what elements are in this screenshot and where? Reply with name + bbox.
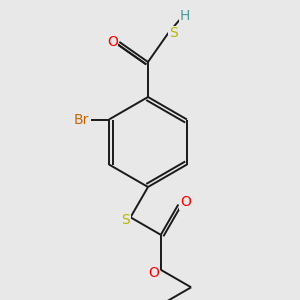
Text: S: S (121, 213, 130, 227)
Text: Br: Br (73, 112, 89, 127)
Text: O: O (148, 266, 159, 280)
Text: O: O (180, 196, 191, 209)
Text: O: O (107, 35, 118, 49)
Text: S: S (169, 26, 178, 40)
Text: H: H (180, 9, 190, 23)
